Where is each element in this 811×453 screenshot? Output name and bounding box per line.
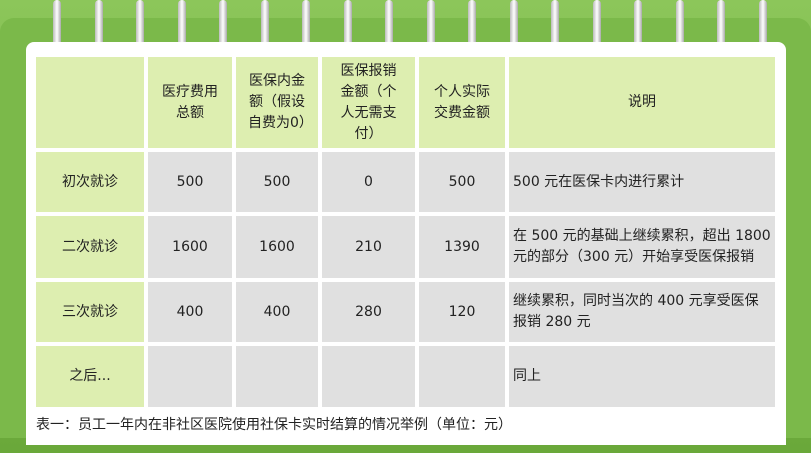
binder-ring-icon [52, 0, 62, 52]
binder-ring-icon [467, 0, 477, 52]
binder-ring-icon [384, 0, 394, 52]
column-header: 说明 [509, 57, 775, 148]
table-cell: 210 [322, 216, 415, 278]
binder-ring-icon [342, 0, 353, 52]
column-header: 医疗费用总额 [148, 57, 232, 148]
table-cell: 400 [148, 282, 232, 342]
table-cell: 1600 [148, 216, 232, 278]
binder-ring-icon [301, 0, 311, 52]
table-cell: 1600 [236, 216, 318, 278]
binder-ring-icon [425, 0, 436, 52]
table-cell: 1390 [419, 216, 505, 278]
table-cell: 三次就诊 [36, 282, 144, 342]
table-cell [148, 346, 232, 407]
table-cell: 之后... [36, 346, 144, 407]
table-cell: 280 [322, 282, 415, 342]
binder-ring-icon [259, 0, 270, 52]
binder-ring-icon [674, 0, 685, 52]
table-cell: 400 [236, 282, 318, 342]
column-header [36, 57, 144, 148]
table-cell [236, 346, 318, 407]
table-cell: 继续累积，同时当次的 400 元享受医保报销 280 元 [509, 282, 775, 342]
binder-ring-icon [218, 0, 228, 52]
table-caption: 表一：员工一年内在非社区医院使用社保卡实时结算的情况举例（单位：元） [36, 417, 512, 433]
binder-ring-icon [633, 0, 643, 52]
table-cell [322, 346, 415, 407]
table-cell: 500 元在医保卡内进行累计 [509, 152, 775, 212]
table-cell [419, 346, 505, 407]
column-header: 个人实际交费金额 [419, 57, 505, 148]
table-cell: 在 500 元的基础上继续累积，超出 1800 元的部分（300 元）开始享受医… [509, 216, 775, 278]
column-header: 医保报销金额（个人无需支付） [322, 57, 415, 148]
table-cell: 二次就诊 [36, 216, 144, 278]
table-cell: 500 [419, 152, 505, 212]
table-cell: 500 [148, 152, 232, 212]
binder-ring-icon [135, 0, 145, 52]
binder-ring-icon [93, 0, 104, 52]
table-cell: 500 [236, 152, 318, 212]
table-cell: 0 [322, 152, 415, 212]
table-cell: 初次就诊 [36, 152, 144, 212]
table-cell: 同上 [509, 346, 775, 407]
binder-ring-icon [757, 0, 768, 52]
binder-ring-icon [591, 0, 602, 52]
binder-ring-icon [508, 0, 519, 52]
table-cell: 120 [419, 282, 505, 342]
binder-ring-icon [176, 0, 187, 52]
binder-ring-icon [550, 0, 560, 52]
binder-ring-icon [716, 0, 726, 52]
column-header: 医保内金额（假设自费为0） [236, 57, 318, 148]
